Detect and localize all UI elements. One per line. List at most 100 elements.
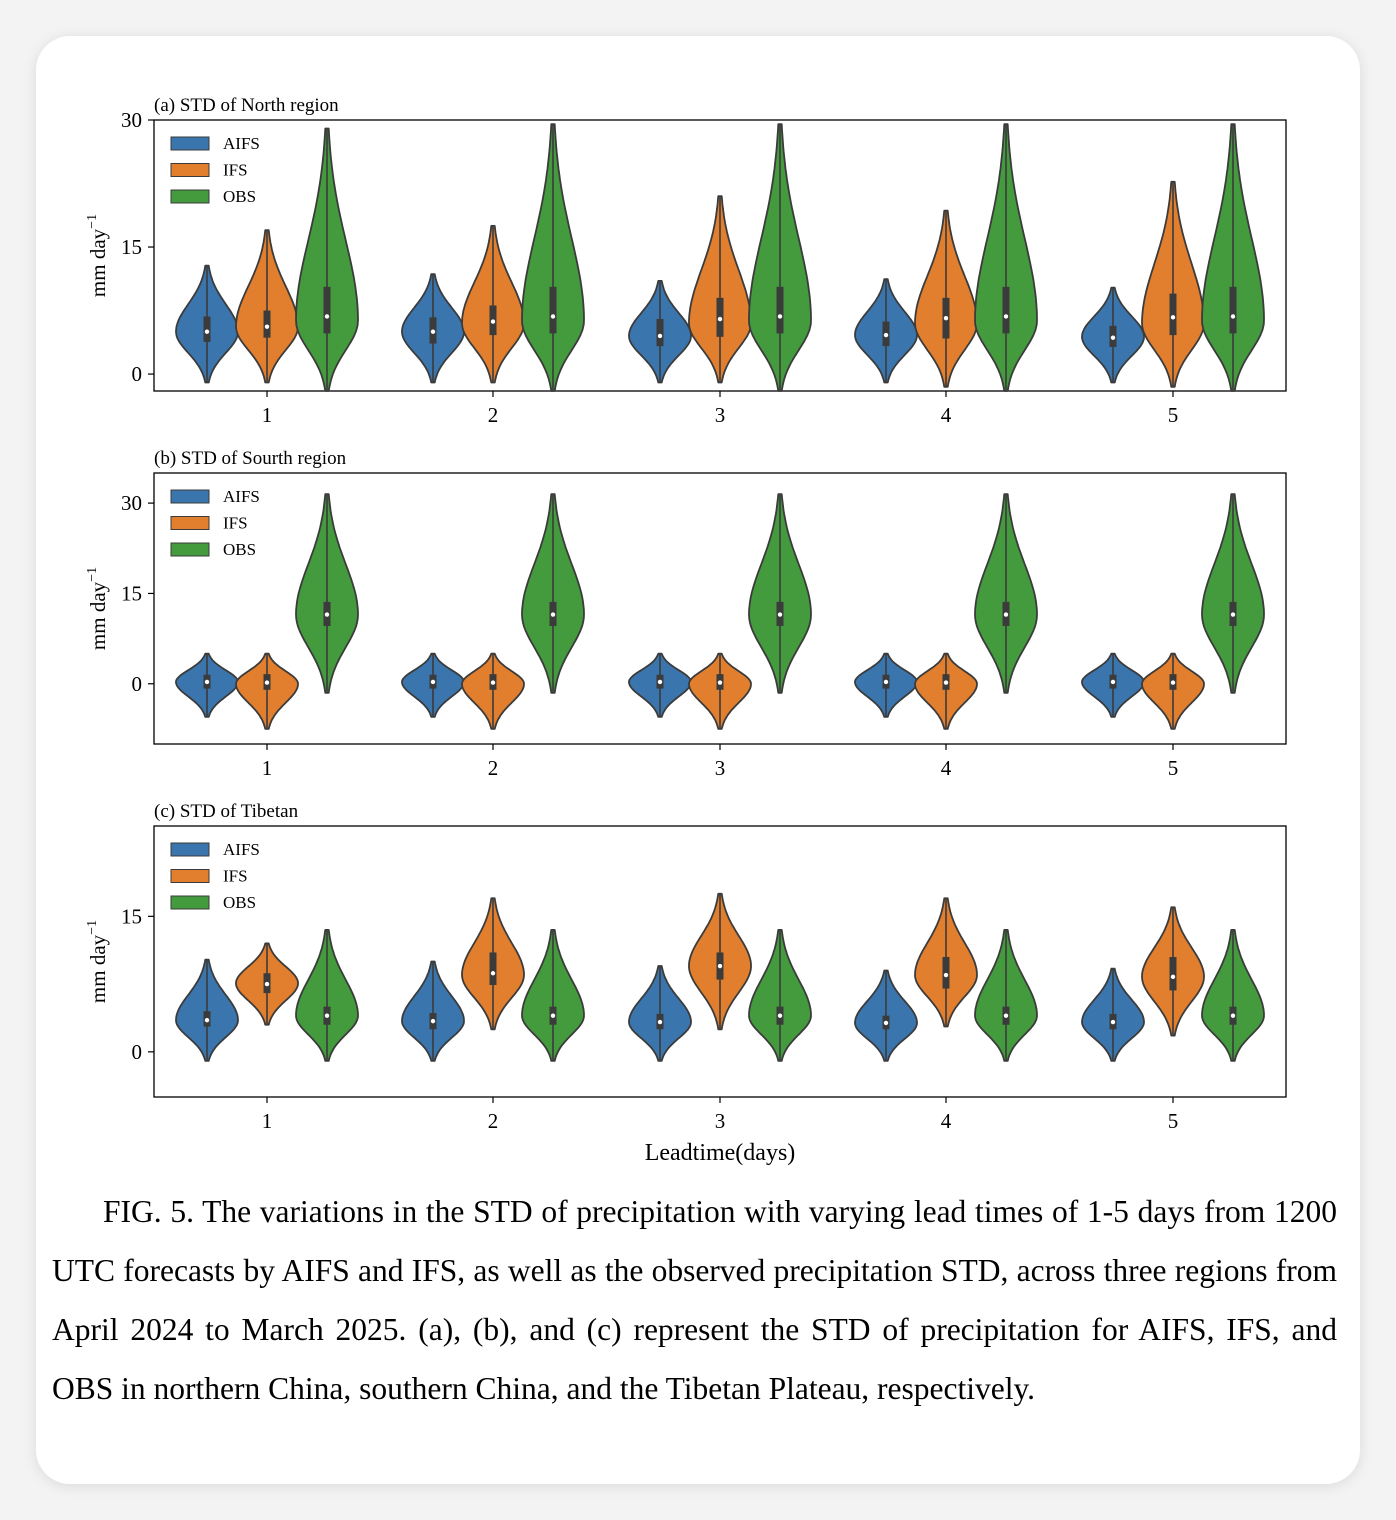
- violin-aifs: [854, 969, 918, 1062]
- violin-median: [883, 332, 889, 338]
- violin-median: [1230, 612, 1236, 617]
- legend-swatch-aifs: [170, 136, 210, 151]
- figure-svg: (a) STD of North region 0 15 30 mm day−1 1 2 3 4…: [85, 95, 1287, 1166]
- violin-obs: [1201, 493, 1265, 694]
- violin-median: [717, 680, 723, 685]
- violin-obs: [974, 493, 1038, 694]
- violin-obs: [295, 929, 359, 1062]
- violin-ifs: [688, 892, 752, 1031]
- x-tick-label: 3: [715, 1109, 726, 1133]
- x-tick-label: 1: [262, 756, 273, 780]
- violin-iqr-box: [1229, 286, 1237, 334]
- violin-ifs: [1141, 652, 1205, 730]
- y-tick-label: 0: [132, 1040, 143, 1064]
- panel-a: (a) STD of North region 0 15 30 mm day−1 1 2 3 4…: [85, 95, 1287, 427]
- violin-median: [264, 680, 270, 685]
- violin-iqr-box: [549, 286, 557, 334]
- x-tick-label: 5: [1168, 756, 1179, 780]
- violin-median: [943, 680, 949, 685]
- violin-median: [657, 679, 663, 685]
- y-axis-label-exponent: −1: [85, 214, 100, 229]
- panel-title: (c) STD of Tibetan: [154, 801, 299, 822]
- violin-ifs: [461, 652, 525, 730]
- x-tick-label: 4: [941, 1109, 952, 1133]
- violin-aifs: [175, 264, 239, 384]
- violin-ifs: [914, 652, 978, 730]
- violin-median: [717, 316, 723, 322]
- violin-median: [1003, 314, 1009, 319]
- violin-median: [1110, 679, 1116, 685]
- violin-median: [430, 679, 436, 685]
- violin-median: [430, 329, 436, 334]
- legend-label-aifs: AIFS: [223, 134, 260, 153]
- violin-median: [1110, 1019, 1116, 1025]
- violin-ifs: [235, 942, 299, 1026]
- y-axis-label: mm day−1: [85, 567, 110, 650]
- legend-swatch-obs: [170, 189, 210, 204]
- violin-aifs: [854, 278, 918, 384]
- x-tick-label: 2: [488, 1109, 499, 1133]
- violin-ifs: [461, 897, 525, 1031]
- violin-median: [1230, 1013, 1236, 1018]
- violin-aifs: [628, 652, 692, 718]
- legend-swatch-ifs: [170, 516, 210, 530]
- y-axis-label-exponent: −1: [85, 567, 100, 582]
- violin-median: [264, 324, 270, 329]
- violin-ifs: [914, 209, 978, 388]
- violin-median: [1170, 680, 1176, 685]
- y-tick-label: 15: [121, 235, 142, 259]
- violin-iqr-box: [489, 952, 497, 985]
- x-tick-label: 4: [941, 756, 952, 780]
- violin-iqr-box: [1169, 956, 1177, 991]
- legend-swatch-aifs: [170, 842, 210, 857]
- violin-obs: [748, 493, 812, 694]
- panel-title: (b) STD of Sourth region: [154, 448, 347, 469]
- violin-median: [883, 1020, 889, 1026]
- violin-median: [324, 1013, 330, 1018]
- violin-median: [1003, 612, 1009, 617]
- violin-obs: [295, 493, 359, 694]
- violin-aifs: [628, 280, 692, 384]
- panel-title: (a) STD of North region: [154, 95, 339, 116]
- violin-median: [490, 971, 496, 976]
- violin-aifs: [1081, 286, 1145, 384]
- violin-median: [1110, 335, 1116, 340]
- violin-ifs: [1141, 180, 1205, 388]
- violin-obs: [1201, 929, 1265, 1062]
- violin-median: [204, 329, 210, 334]
- violin-iqr-box: [263, 310, 271, 338]
- y-axis-label-exponent: −1: [85, 920, 100, 935]
- violin-obs: [748, 123, 812, 392]
- violin-obs: [748, 929, 812, 1062]
- panel-c: (c) STD of Tibetan 0 15 mm day−1 1 2 3 4 5 Leadti…: [85, 801, 1287, 1166]
- violin-median: [777, 1013, 783, 1018]
- violin-aifs: [175, 652, 239, 718]
- legend-swatch-aifs: [170, 489, 210, 504]
- figure-caption: FIG. 5. The variations in the STD of pre…: [52, 1194, 1337, 1406]
- x-tick-label: 5: [1168, 1109, 1179, 1133]
- y-tick-label: 15: [121, 904, 142, 928]
- violin-ifs: [914, 897, 978, 1028]
- violin-aifs: [401, 960, 465, 1062]
- y-tick-label: 30: [121, 108, 142, 132]
- legend-swatch-ifs: [170, 869, 210, 883]
- violin-median: [490, 680, 496, 685]
- violin-median: [550, 314, 556, 319]
- y-axis-label: mm day−1: [85, 920, 110, 1003]
- x-axis-label: Leadtime(days): [645, 1140, 796, 1166]
- violin-iqr-box: [203, 316, 211, 342]
- x-tick-label: 4: [941, 403, 952, 427]
- violin-median: [717, 963, 723, 969]
- legend-label-aifs: AIFS: [223, 840, 260, 859]
- violin-median: [1003, 1013, 1009, 1018]
- legend-label-ifs: IFS: [223, 514, 248, 533]
- violin-median: [1170, 974, 1176, 980]
- violin-iqr-box: [1169, 293, 1177, 336]
- violin-obs: [521, 123, 585, 392]
- violin-aifs: [175, 958, 239, 1062]
- violin-iqr-box: [1002, 286, 1010, 334]
- violin-ifs: [235, 229, 299, 384]
- violin-iqr-box: [323, 286, 331, 334]
- y-axis-label: mm day−1: [85, 214, 110, 297]
- violin-iqr-box: [656, 319, 664, 347]
